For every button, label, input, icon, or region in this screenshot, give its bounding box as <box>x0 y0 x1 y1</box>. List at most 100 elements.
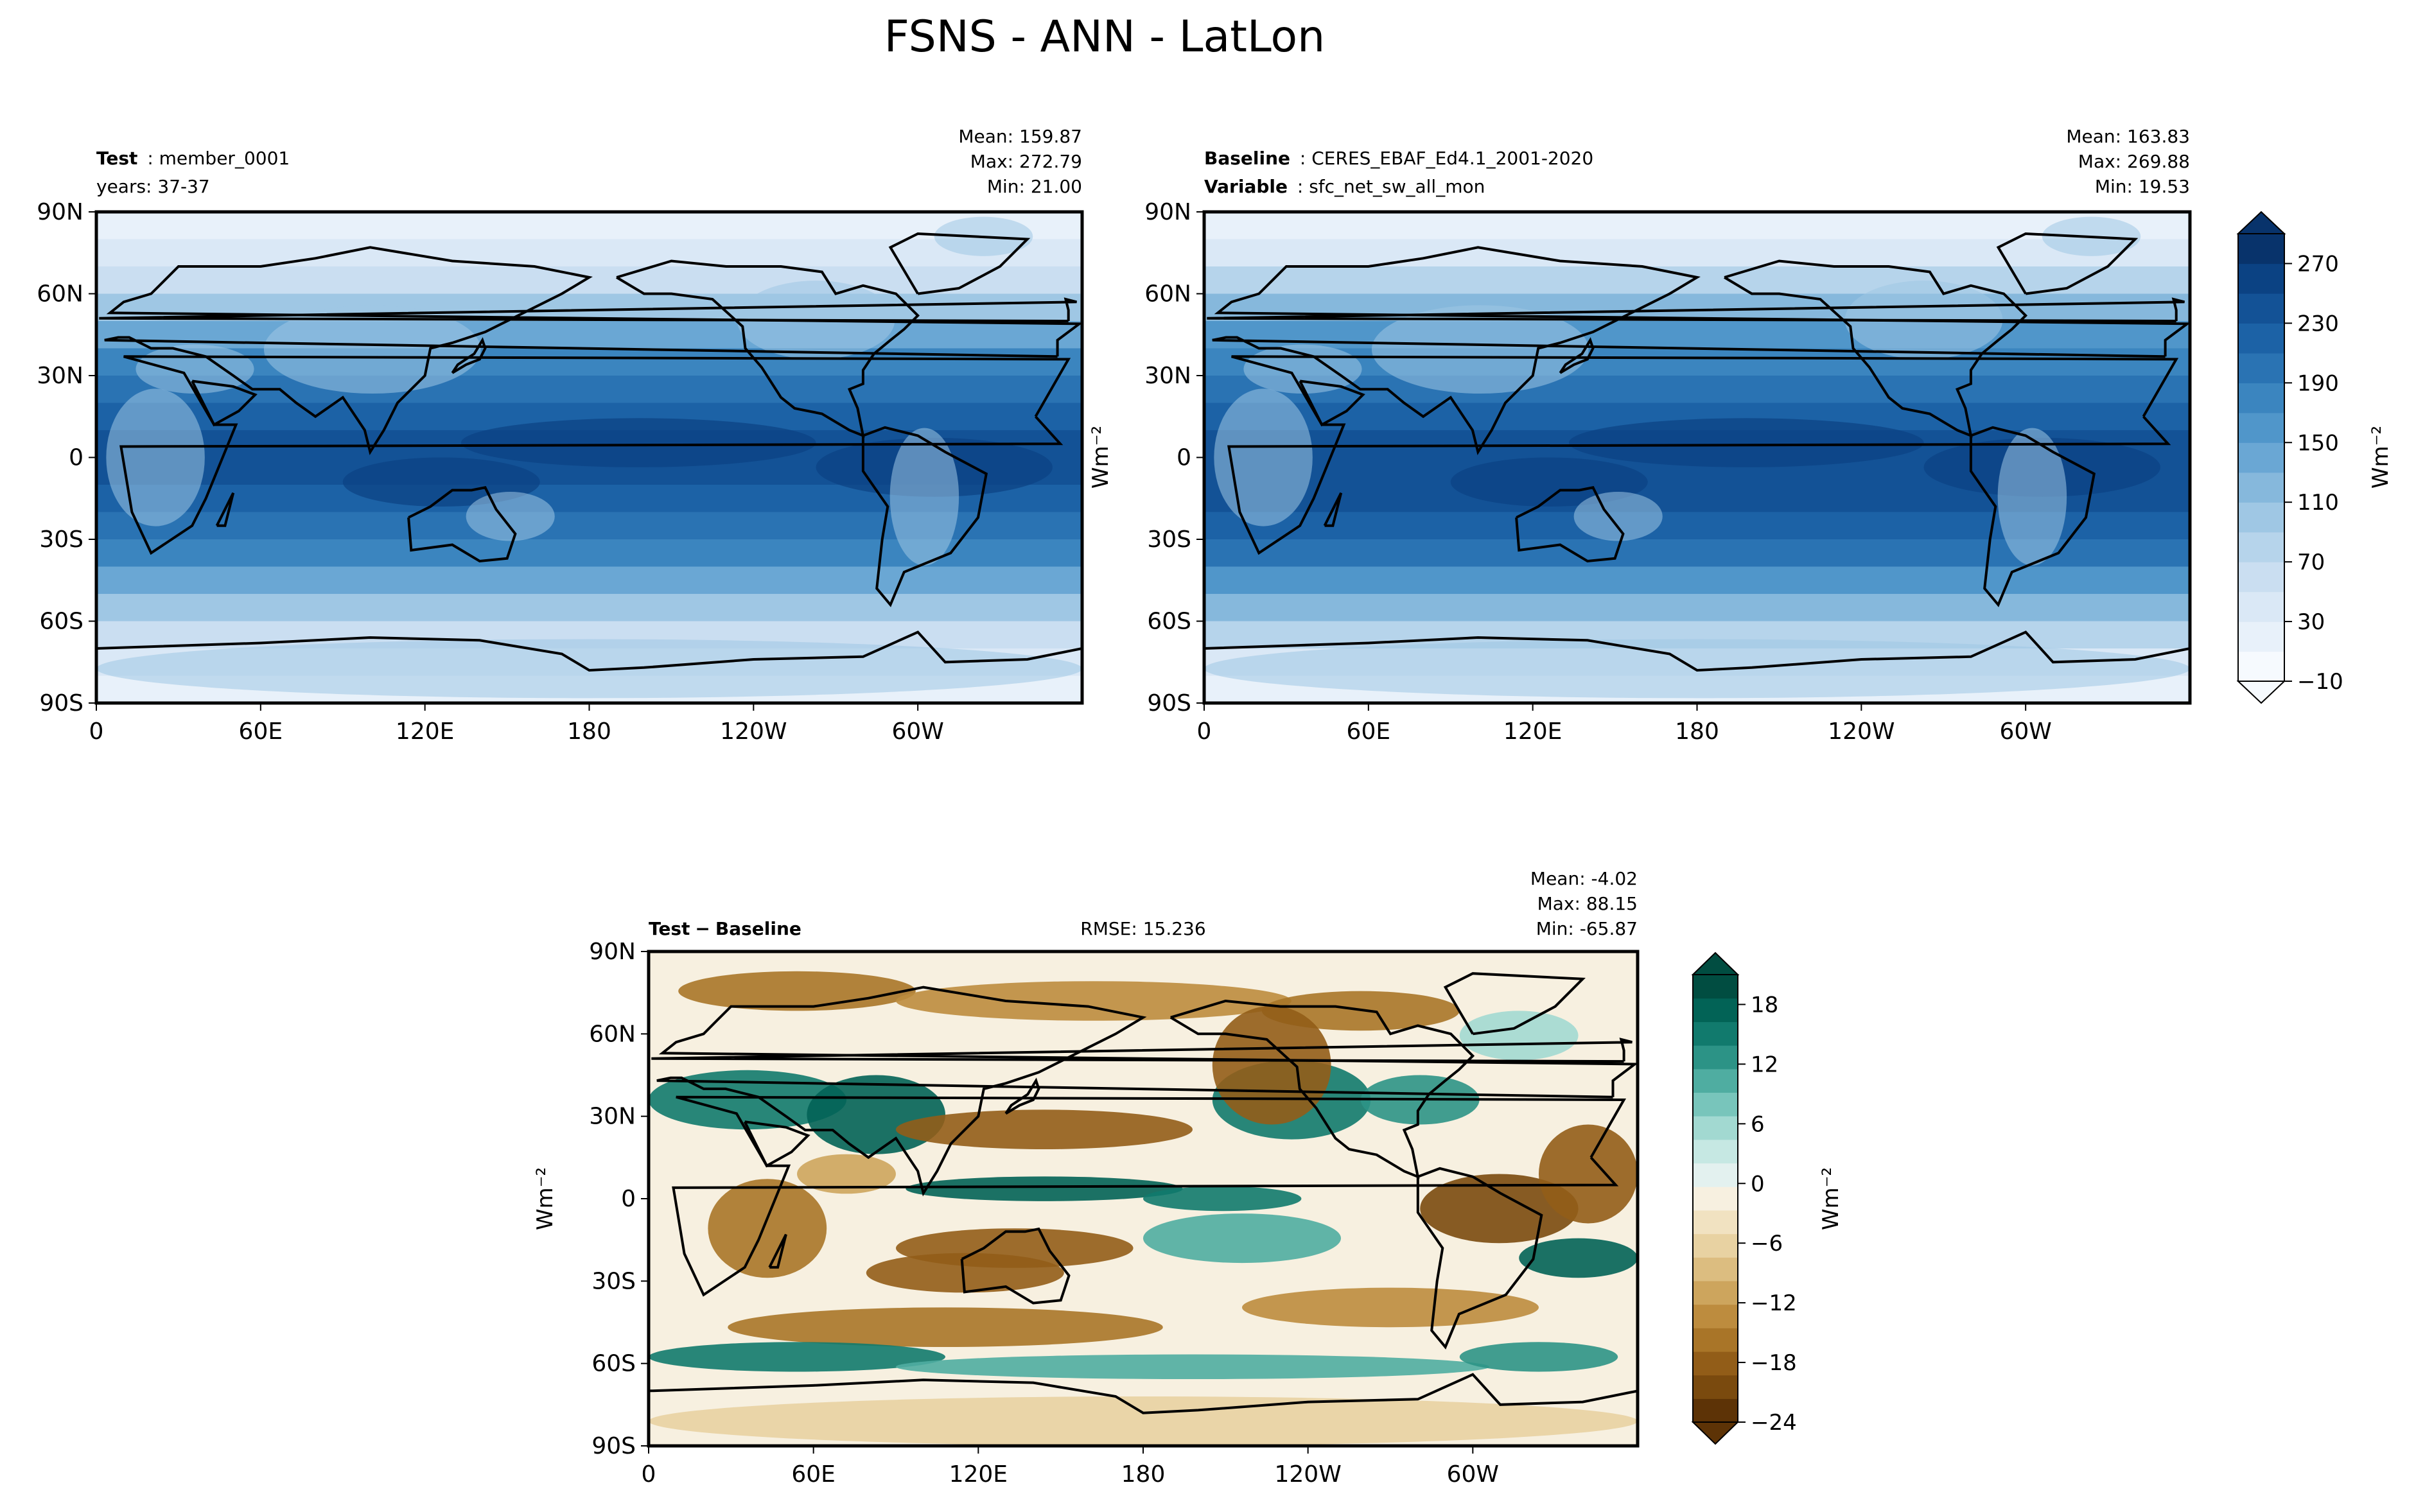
baseline-core <box>1568 418 1924 467</box>
baseline-band <box>1204 239 2190 267</box>
test-ytick-label: 30S <box>39 526 83 553</box>
diff-ytick-label: 90N <box>589 939 636 965</box>
baseline-mean: Mean: 163.83 <box>2066 126 2190 147</box>
diff-coastline <box>649 1373 1638 1414</box>
baseline-axis-ticks: 0 60E 120E 180 120W 60W 90N 60N 30N 0 30S 60S 90S <box>1144 199 2052 745</box>
test-coastline <box>191 379 258 427</box>
baseline-land-tone <box>1204 639 2190 699</box>
diff-field-blob <box>678 971 916 1011</box>
main-colorbar-swatch <box>2238 562 2284 593</box>
baseline-coastline <box>1724 259 2028 438</box>
baseline-coastline <box>1323 492 1343 527</box>
test-coastline <box>104 246 1082 456</box>
baseline-min: Min: 19.53 <box>2095 176 2190 197</box>
baseline-ytick-label: 60S <box>1147 609 1191 635</box>
diff-panel: Test − Baseline RMSE: 15.236 Mean: -4.02 M… <box>532 868 1640 1488</box>
diff-field-blob <box>1242 1287 1539 1328</box>
test-axis-ticks: 0 60E 120E 180 120W 60W 90N 60N 30N 0 30S 60S 90S <box>37 199 944 745</box>
diff-ytick-label: 0 <box>621 1186 636 1212</box>
diff-colorbar-swatch <box>1693 1257 1738 1282</box>
baseline-coastline <box>1969 426 2096 607</box>
diff-ytick-label: 90S <box>591 1433 636 1459</box>
diff-colorbar-swatch <box>1693 1375 1738 1399</box>
diff-coastlines <box>649 972 1638 1414</box>
baseline-label-value: CERES_EBAF_Ed4.1_2001-2020 <box>1311 148 1593 169</box>
baseline-coastline <box>1515 486 1625 563</box>
main-colorbar-frame <box>2237 233 2285 682</box>
test-field-bands <box>96 212 1082 703</box>
diff-colorbar-swatch <box>1693 1280 1738 1305</box>
test-coastline <box>861 426 988 607</box>
test-band <box>96 594 1082 622</box>
diff-colorbar: −24 −18 −12 −6 0 6 12 18 <box>1691 952 1797 1445</box>
baseline-variable-value: sfc_net_sw_all_mon <box>1309 176 1485 197</box>
diff-colorbar-swatch <box>1693 1351 1738 1376</box>
baseline-band <box>1204 321 2190 349</box>
baseline-coastline <box>1207 297 2185 322</box>
baseline-coastline <box>1559 337 1595 374</box>
diff-ytick-label: 30S <box>591 1268 636 1294</box>
diff-ytick-label: 60S <box>591 1351 636 1377</box>
diff-field-blob <box>728 1307 1163 1347</box>
figure-title: FSNS - ANN - LatLon <box>884 12 1326 62</box>
main-colorbar-swatch <box>2238 352 2284 383</box>
diff-field-blob <box>708 1179 827 1278</box>
main-colorbar-tick-label: 150 <box>2297 430 2339 456</box>
baseline-xtick-label: 180 <box>1675 718 1719 745</box>
baseline-ytick-label: 30S <box>1147 526 1191 553</box>
baseline-coastline <box>1227 355 2179 555</box>
diff-coastline <box>768 1233 787 1269</box>
baseline-variable-bold: Variable <box>1204 176 1288 197</box>
diff-colorbar-swatch <box>1693 1116 1738 1140</box>
diff-field-blob <box>906 1176 1183 1201</box>
diff-colorbar-swatch <box>1693 1210 1738 1235</box>
diff-colorbar-frame <box>1692 974 1738 1423</box>
test-xtick-label: 0 <box>89 718 104 745</box>
diff-coastline <box>960 1227 1071 1305</box>
diff-field-blob <box>1539 1124 1638 1224</box>
test-ytick-label: 0 <box>69 445 83 471</box>
test-label-bold: Test <box>96 148 137 169</box>
diff-coastline <box>1416 1167 1543 1350</box>
test-ytick-label: 90S <box>39 690 83 717</box>
diff-field-blob <box>797 1154 896 1194</box>
diff-field-blob <box>1459 1342 1618 1372</box>
test-coastline <box>119 355 1071 555</box>
baseline-xtick-label: 60E <box>1347 718 1391 745</box>
diff-field-blob <box>649 1396 1638 1446</box>
baseline-xtick-label: 0 <box>1197 718 1212 745</box>
main-colorbar-swatch <box>2238 442 2284 473</box>
diff-xtick-label: 180 <box>1121 1461 1166 1488</box>
baseline-ytick-label: 90N <box>1144 199 1191 225</box>
baseline-ytick-label: 90S <box>1147 690 1191 717</box>
main-colorbar-swatch <box>2238 472 2284 503</box>
baseline-coastline <box>1299 379 1365 427</box>
baseline-max: Max: 269.88 <box>2078 151 2190 172</box>
main-colorbar-tick-label: 30 <box>2297 609 2325 635</box>
test-band <box>96 321 1082 349</box>
diff-field-blob <box>1143 1186 1302 1212</box>
test-coastline <box>215 492 235 527</box>
main-colorbar-swatch <box>2238 263 2284 294</box>
diff-colorbar-swatch <box>1693 1045 1738 1070</box>
test-land-tone <box>466 492 555 541</box>
main-colorbar-swatch <box>2238 502 2284 533</box>
test-coastline <box>99 297 1077 322</box>
test-ytick-label: 60S <box>39 609 83 635</box>
diff-field-blob <box>896 1354 1489 1380</box>
test-max: Max: 272.79 <box>970 151 1082 172</box>
diff-colorbar-swatch <box>1693 1328 1738 1352</box>
baseline-band <box>1204 566 2190 595</box>
main-colorbar-extend-max <box>2236 211 2286 234</box>
main-colorbar-tick-label: 70 <box>2297 550 2325 575</box>
baseline-coastline <box>1212 246 2190 456</box>
diff-colorbar-swatch <box>1693 1092 1738 1117</box>
diff-coastline <box>672 1095 1627 1297</box>
diff-colorbar-swatch <box>1693 1186 1738 1211</box>
baseline-ylabel: Wm⁻² <box>1088 426 1114 489</box>
baseline-coastlines <box>1204 232 2190 672</box>
test-land-tone <box>889 428 959 566</box>
diff-field-blob <box>649 1342 945 1372</box>
test-coastline <box>616 259 920 438</box>
main-colorbar-swatch <box>2238 591 2284 622</box>
